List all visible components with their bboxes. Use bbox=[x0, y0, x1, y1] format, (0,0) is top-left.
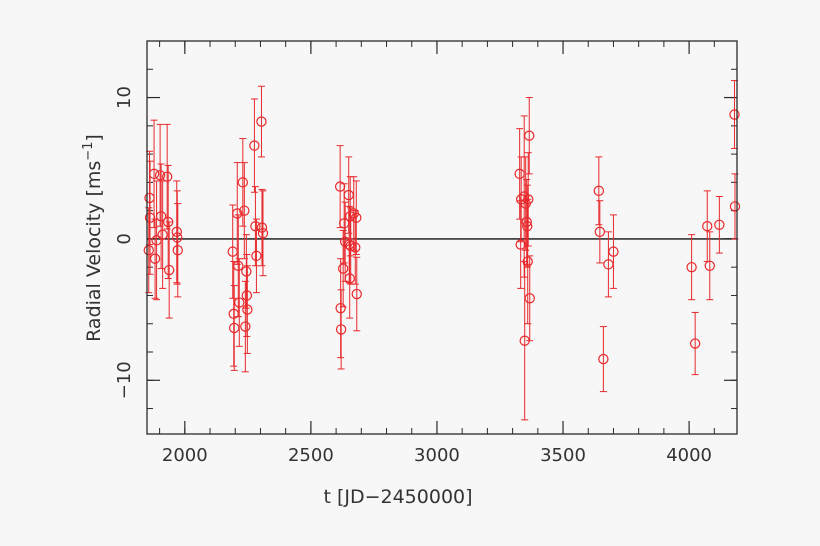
data-point bbox=[240, 321, 251, 332]
data-point bbox=[523, 194, 534, 205]
data-point bbox=[344, 273, 355, 284]
data-point bbox=[335, 324, 347, 335]
data-point bbox=[256, 222, 268, 233]
data-point bbox=[232, 208, 243, 219]
data-point bbox=[241, 266, 252, 277]
data-point bbox=[514, 168, 525, 180]
data-point bbox=[686, 261, 697, 273]
data-point bbox=[157, 229, 168, 240]
data-point bbox=[714, 219, 725, 230]
data-point bbox=[689, 338, 701, 349]
data-point bbox=[172, 232, 183, 243]
data-point bbox=[161, 171, 173, 182]
data-point bbox=[524, 130, 535, 141]
data-point bbox=[334, 181, 346, 192]
data-point bbox=[593, 185, 605, 197]
data-point bbox=[704, 260, 715, 271]
data-point bbox=[335, 302, 346, 314]
data-point bbox=[228, 308, 239, 320]
y-tick-label: −10 bbox=[114, 361, 135, 399]
data-point bbox=[519, 335, 530, 346]
data-point bbox=[351, 212, 362, 223]
data-point bbox=[515, 239, 526, 250]
data-point bbox=[608, 246, 619, 257]
data-point bbox=[155, 211, 167, 222]
x-tick-label: 3000 bbox=[414, 445, 460, 466]
y-tick-label: 10 bbox=[114, 86, 135, 109]
data-point bbox=[603, 259, 614, 270]
plot-frame bbox=[146, 40, 738, 435]
data-point bbox=[234, 297, 245, 308]
x-axis-label: t [JD−2450000] bbox=[323, 486, 472, 508]
y-tick-label: 0 bbox=[114, 233, 135, 244]
data-point bbox=[522, 220, 533, 232]
data-point bbox=[239, 205, 250, 216]
data-point bbox=[249, 140, 260, 151]
data-point bbox=[598, 353, 609, 365]
data-point bbox=[702, 220, 713, 232]
data-point bbox=[251, 250, 262, 262]
data-point bbox=[233, 260, 244, 271]
data-point bbox=[148, 168, 160, 180]
data-point bbox=[729, 201, 741, 212]
data-point bbox=[521, 216, 532, 228]
data-point bbox=[256, 116, 267, 127]
y-axis-label-end: ] bbox=[83, 134, 105, 141]
data-point bbox=[144, 192, 155, 204]
data-point bbox=[154, 170, 166, 181]
x-tick-label: 4000 bbox=[666, 445, 712, 466]
data-point bbox=[343, 189, 354, 201]
x-tick-label: 2500 bbox=[288, 445, 334, 466]
data-point bbox=[151, 235, 162, 246]
x-tick-label: 3500 bbox=[540, 445, 586, 466]
data-point bbox=[172, 245, 183, 256]
data-point bbox=[250, 220, 261, 232]
data-point bbox=[242, 304, 253, 315]
data-point bbox=[350, 242, 361, 253]
y-axis-label: Radial Velocity [ms−1] bbox=[81, 134, 105, 342]
data-point bbox=[144, 212, 156, 223]
data-point bbox=[337, 263, 349, 274]
data-point bbox=[229, 322, 240, 334]
data-point bbox=[227, 246, 238, 257]
y-axis-label-main: Radial Velocity [ms bbox=[83, 161, 105, 342]
data-point bbox=[345, 240, 356, 252]
data-point bbox=[143, 245, 154, 256]
data-point bbox=[345, 211, 356, 222]
data-point bbox=[594, 226, 606, 238]
x-tick-label: 2000 bbox=[162, 445, 208, 466]
data-point bbox=[338, 218, 350, 229]
y-axis-label-exponent: −1 bbox=[81, 142, 96, 161]
data-point bbox=[344, 239, 355, 250]
data-point bbox=[149, 253, 161, 264]
data-point bbox=[162, 216, 174, 228]
data-point bbox=[524, 293, 535, 304]
data-point bbox=[729, 109, 740, 120]
data-point bbox=[237, 177, 249, 188]
data-point bbox=[241, 290, 253, 301]
data-point bbox=[163, 264, 175, 276]
tick-labels: 2000 2500 3000 3500 4000 −10 0 10 bbox=[114, 86, 712, 466]
data-point bbox=[522, 256, 533, 267]
data-point bbox=[351, 288, 362, 300]
data-point bbox=[171, 226, 182, 238]
data-markers bbox=[143, 109, 741, 365]
data-point bbox=[257, 228, 269, 239]
